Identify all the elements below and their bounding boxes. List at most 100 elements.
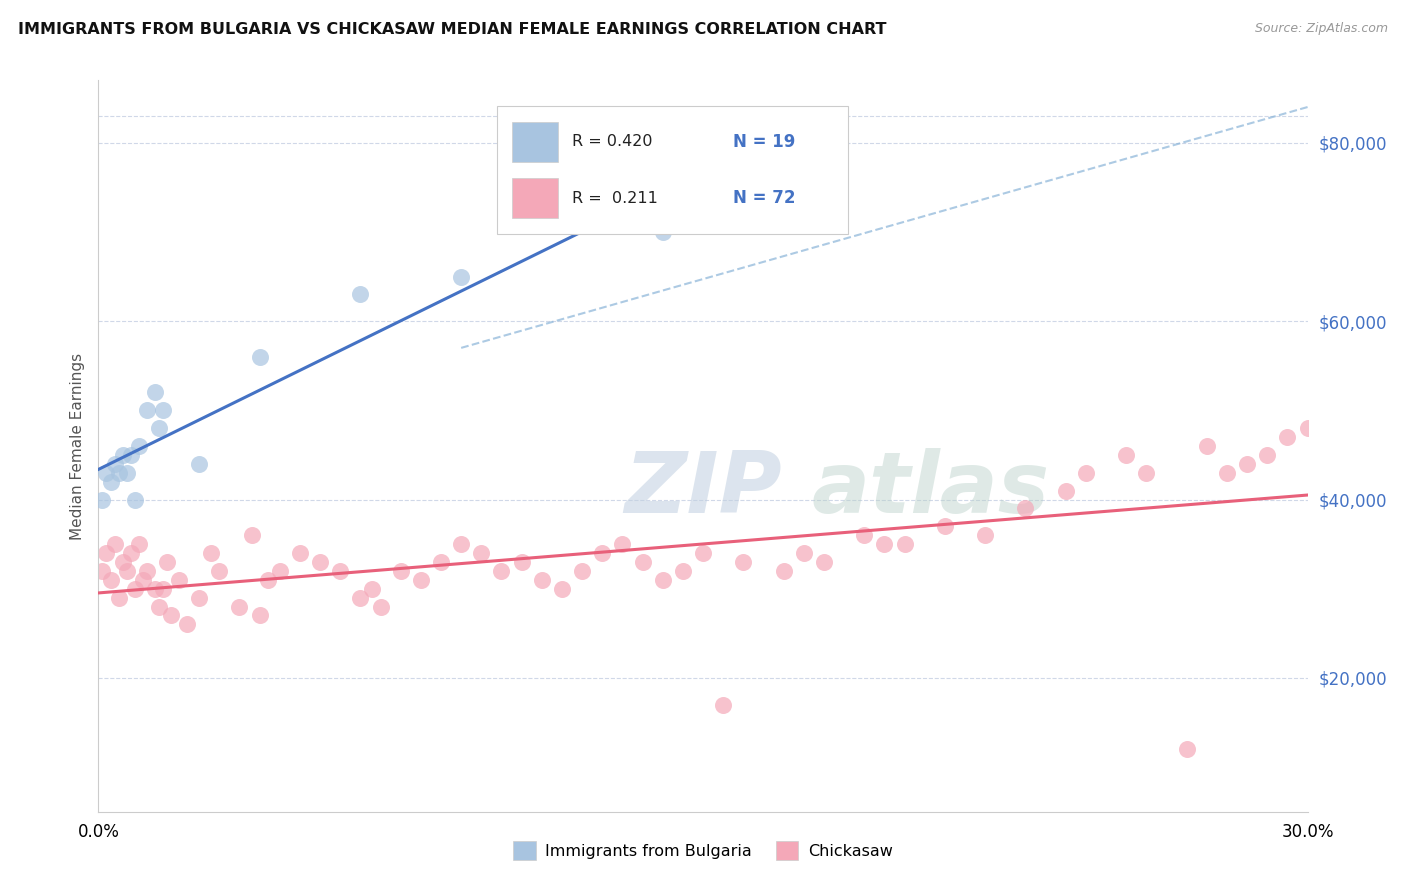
Point [128, 439, 150, 453]
Text: N = 72: N = 72 [734, 189, 796, 207]
Point [111, 555, 134, 569]
Point [1054, 483, 1077, 498]
Point [208, 564, 231, 578]
FancyBboxPatch shape [512, 178, 558, 219]
Point [349, 591, 371, 605]
Point [128, 537, 150, 551]
Point [135, 564, 157, 578]
Point [156, 555, 179, 569]
Point [329, 564, 352, 578]
Point [591, 546, 613, 560]
Point [370, 599, 392, 614]
Point [100, 475, 122, 489]
Text: ZIP: ZIP [624, 449, 782, 532]
Point [430, 555, 453, 569]
Y-axis label: Median Female Earnings: Median Female Earnings [69, 352, 84, 540]
Point [651, 573, 673, 587]
Text: R =  0.211: R = 0.211 [572, 191, 658, 205]
Point [288, 546, 311, 560]
Point [135, 403, 157, 417]
Point [148, 599, 170, 614]
Point [1074, 466, 1097, 480]
Point [974, 528, 997, 542]
Point [711, 698, 734, 712]
Point [934, 519, 956, 533]
Point [1115, 448, 1137, 462]
Point [1316, 439, 1339, 453]
Point [100, 573, 122, 587]
Point [256, 573, 278, 587]
Point [120, 546, 142, 560]
Point [103, 457, 125, 471]
Point [389, 564, 412, 578]
Point [612, 537, 634, 551]
Point [491, 564, 513, 578]
Text: N = 19: N = 19 [734, 133, 796, 151]
Point [349, 287, 371, 301]
Point [571, 564, 593, 578]
Point [1256, 448, 1278, 462]
Point [107, 466, 129, 480]
Point [309, 555, 332, 569]
Point [240, 528, 263, 542]
Point [733, 555, 755, 569]
Point [853, 528, 876, 542]
Point [651, 225, 673, 239]
Point [1014, 501, 1036, 516]
Text: R = 0.420: R = 0.420 [572, 134, 652, 149]
Point [96, 466, 118, 480]
Point [1135, 466, 1157, 480]
Point [893, 537, 915, 551]
Point [176, 617, 198, 632]
Point [111, 448, 134, 462]
FancyBboxPatch shape [498, 106, 848, 234]
Point [91, 564, 114, 578]
Point [450, 537, 472, 551]
Point [188, 457, 211, 471]
Point [1175, 742, 1198, 756]
Point [96, 546, 118, 560]
Point [115, 564, 138, 578]
Point [124, 582, 146, 596]
Point [107, 591, 129, 605]
Point [1216, 466, 1239, 480]
Point [772, 564, 794, 578]
Point [269, 564, 291, 578]
Text: Source: ZipAtlas.com: Source: ZipAtlas.com [1254, 22, 1388, 36]
Point [1296, 421, 1319, 435]
Point [148, 421, 170, 435]
Text: IMMIGRANTS FROM BULGARIA VS CHICKASAW MEDIAN FEMALE EARNINGS CORRELATION CHART: IMMIGRANTS FROM BULGARIA VS CHICKASAW ME… [18, 22, 887, 37]
Point [249, 350, 271, 364]
Legend: Immigrants from Bulgaria, Chickasaw: Immigrants from Bulgaria, Chickasaw [508, 835, 898, 866]
Point [143, 582, 166, 596]
Point [143, 385, 166, 400]
Point [167, 573, 190, 587]
Point [631, 555, 654, 569]
Point [249, 608, 271, 623]
Point [873, 537, 896, 551]
Point [124, 492, 146, 507]
Point [510, 555, 533, 569]
Point [361, 582, 384, 596]
Point [188, 591, 211, 605]
Point [551, 582, 574, 596]
Point [228, 599, 250, 614]
Point [813, 555, 835, 569]
Point [1195, 439, 1218, 453]
Point [152, 403, 174, 417]
Point [672, 564, 695, 578]
Point [200, 546, 222, 560]
Point [1236, 457, 1258, 471]
Text: atlas: atlas [811, 449, 1050, 532]
FancyBboxPatch shape [512, 121, 558, 161]
Point [1277, 430, 1299, 444]
Point [120, 448, 142, 462]
Point [409, 573, 432, 587]
Point [450, 269, 472, 284]
Point [103, 537, 125, 551]
Point [470, 546, 492, 560]
Point [115, 466, 138, 480]
Point [160, 608, 183, 623]
Point [91, 492, 114, 507]
Point [793, 546, 815, 560]
